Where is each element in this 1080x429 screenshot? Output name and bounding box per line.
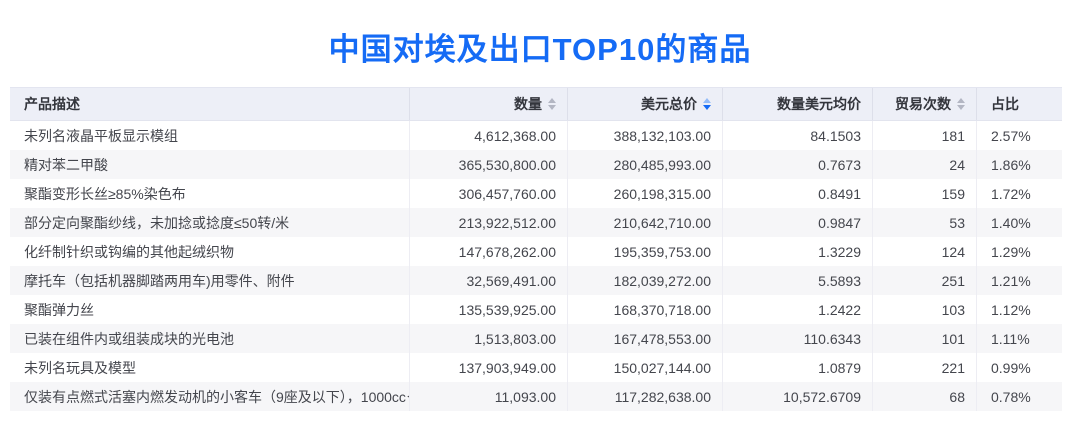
column-header-usd[interactable]: 美元总价 <box>568 88 723 120</box>
cell-share: 1.72% <box>991 185 1031 202</box>
cell-desc: 未列名液晶平板显示模组 <box>10 121 410 150</box>
cell-avg: 10,572.6709 <box>723 382 873 411</box>
cell-avg: 84.1503 <box>723 121 873 150</box>
table-body: 未列名液晶平板显示模组 4,612,368.00 388,132,103.00 84.… <box>10 121 1062 411</box>
cell-desc: 化纤制针织或钩编的其他起绒织物 <box>10 237 410 266</box>
column-header-count[interactable]: 贸易次数 <box>873 88 977 120</box>
cell-count: 101 <box>873 324 977 353</box>
cell-count: 159 <box>873 179 977 208</box>
table-row: 仅装有点燃式活塞内燃发动机的小客车（9座及以下），1000cc＜排量...11,… <box>10 382 1062 411</box>
cell-count: 181 <box>873 121 977 150</box>
cell-share: 1.11% <box>991 330 1030 347</box>
column-label-count: 贸易次数 <box>895 96 951 112</box>
cell-desc: 摩托车（包括机器脚踏两用车)用零件、附件 <box>10 266 410 295</box>
cell-avg: 1.0879 <box>723 353 873 382</box>
cell-share: 1.29% <box>991 243 1031 260</box>
cell-desc: 精对苯二甲酸 <box>10 150 410 179</box>
cell-usd: 168,370,718.00 <box>568 295 723 324</box>
column-label-desc: 产品描述 <box>24 96 80 112</box>
cell-qty: 4,612,368.00 <box>410 121 568 150</box>
table-row: 化纤制针织或钩编的其他起绒织物 147,678,262.00 195,359,753… <box>10 237 1062 266</box>
table-row: 聚酯弹力丝 135,539,925.00 168,370,718.00 1.2422 1… <box>10 295 1062 324</box>
cell-share: 0.99% <box>991 359 1031 376</box>
sort-icon[interactable] <box>703 98 711 110</box>
cell-avg: 0.8491 <box>723 179 873 208</box>
cell-avg: 5.5893 <box>723 266 873 295</box>
cell-count: 103 <box>873 295 977 324</box>
column-label-qty: 数量 <box>514 96 542 112</box>
cell-usd: 195,359,753.00 <box>568 237 723 266</box>
export-top10-table: 产品描述 数量 美元总价 数量美元均价 贸易次数 占比 未列名液晶平板显示模组 4,612,… <box>10 87 1062 411</box>
column-header-qty[interactable]: 数量 <box>410 88 568 120</box>
cell-share: 2.57% <box>991 127 1031 144</box>
table-header: 产品描述 数量 美元总价 数量美元均价 贸易次数 占比 <box>10 88 1062 121</box>
column-header-avg: 数量美元均价 <box>723 88 873 120</box>
cell-qty: 306,457,760.00 <box>410 179 568 208</box>
table-row: 未列名玩具及模型 137,903,949.00 150,027,144.00 1.08… <box>10 353 1062 382</box>
cell-qty: 365,530,800.00 <box>410 150 568 179</box>
cell-avg: 0.7673 <box>723 150 873 179</box>
table-row: 精对苯二甲酸 365,530,800.00 280,485,993.00 0.7673… <box>10 150 1062 179</box>
cell-usd: 167,478,553.00 <box>568 324 723 353</box>
cell-usd: 260,198,315.00 <box>568 179 723 208</box>
page-title: 中国对埃及出口TOP10的商品 <box>328 32 752 67</box>
cell-desc: 未列名玩具及模型 <box>10 353 410 382</box>
table-row: 部分定向聚酯纱线，未加捻或捻度≤50转/米 213,922,512.00 210,6… <box>10 208 1062 237</box>
cell-usd: 280,485,993.00 <box>568 150 723 179</box>
column-label-usd: 美元总价 <box>641 96 697 112</box>
table-row: 聚酯变形长丝≥85%染色布 306,457,760.00 260,198,315.0… <box>10 179 1062 208</box>
cell-count: 251 <box>873 266 977 295</box>
column-label-share: 占比 <box>991 96 1019 112</box>
cell-desc: 仅装有点燃式活塞内燃发动机的小客车（9座及以下），1000cc＜排量... <box>10 382 410 411</box>
cell-count: 124 <box>873 237 977 266</box>
cell-desc: 聚酯弹力丝 <box>10 295 410 324</box>
cell-avg: 0.9847 <box>723 208 873 237</box>
cell-qty: 135,539,925.00 <box>410 295 568 324</box>
cell-avg: 1.2422 <box>723 295 873 324</box>
cell-count: 24 <box>873 150 977 179</box>
cell-share: 1.40% <box>991 214 1031 231</box>
cell-count: 221 <box>873 353 977 382</box>
cell-usd: 210,642,710.00 <box>568 208 723 237</box>
column-label-avg: 数量美元均价 <box>777 96 861 112</box>
column-header-share: 占比 <box>977 88 1062 120</box>
cell-qty: 11,093.00 <box>410 382 568 411</box>
cell-share: 1.12% <box>991 301 1031 318</box>
column-header-desc: 产品描述 <box>10 88 410 120</box>
cell-usd: 117,282,638.00 <box>568 382 723 411</box>
table-row: 摩托车（包括机器脚踏两用车)用零件、附件 32,569,491.00 182,039… <box>10 266 1062 295</box>
cell-desc: 聚酯变形长丝≥85%染色布 <box>10 179 410 208</box>
cell-share: 1.21% <box>991 272 1031 289</box>
cell-usd: 150,027,144.00 <box>568 353 723 382</box>
cell-desc: 已装在组件内或组装成块的光电池 <box>10 324 410 353</box>
cell-share: 0.78% <box>991 388 1031 405</box>
cell-share: 1.86% <box>991 156 1031 173</box>
cell-usd: 388,132,103.00 <box>568 121 723 150</box>
cell-qty: 213,922,512.00 <box>410 208 568 237</box>
cell-avg: 1.3229 <box>723 237 873 266</box>
cell-qty: 32,569,491.00 <box>410 266 568 295</box>
cell-avg: 110.6343 <box>723 324 873 353</box>
table-row: 未列名液晶平板显示模组 4,612,368.00 388,132,103.00 84.… <box>10 121 1062 150</box>
cell-qty: 147,678,262.00 <box>410 237 568 266</box>
cell-qty: 1,513,803.00 <box>410 324 568 353</box>
cell-count: 53 <box>873 208 977 237</box>
cell-usd: 182,039,272.00 <box>568 266 723 295</box>
sort-icon[interactable] <box>957 98 965 110</box>
table-row: 已装在组件内或组装成块的光电池 1,513,803.00 167,478,553.0… <box>10 324 1062 353</box>
sort-icon[interactable] <box>548 98 556 110</box>
cell-qty: 137,903,949.00 <box>410 353 568 382</box>
cell-desc: 部分定向聚酯纱线，未加捻或捻度≤50转/米 <box>10 208 410 237</box>
cell-count: 68 <box>873 382 977 411</box>
